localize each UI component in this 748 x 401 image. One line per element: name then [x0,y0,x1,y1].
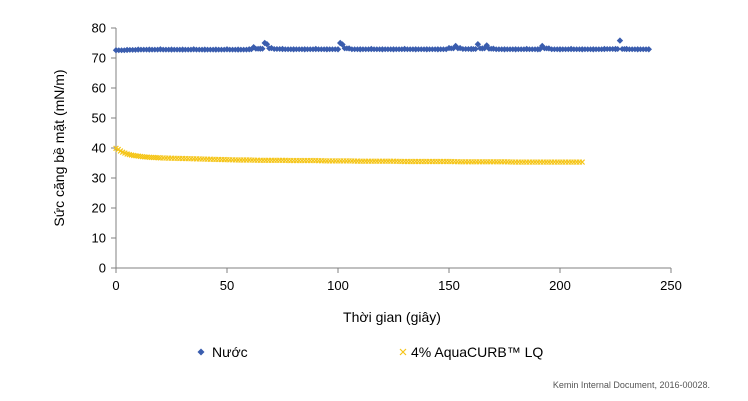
data-point [148,154,155,161]
data-point [157,46,164,53]
axes [115,28,671,269]
data-point [623,45,630,53]
data-point [645,46,652,53]
data-point [334,46,342,53]
legend-cross-icon [399,348,407,356]
legend-label-water: Nước [212,344,248,360]
data-point [523,45,530,53]
legend-label-aquacurb: 4% AquaCURB™ LQ [411,344,543,360]
x-tick-label: 100 [327,278,349,293]
series-aquacurb [113,145,586,165]
data-point [579,159,586,165]
source-footnote: Kemin Internal Document, 2016-00028. [552,380,710,390]
y-axis-ticks: 0 10 20 30 40 50 60 70 80 [92,21,116,276]
x-tick-label: 150 [438,278,460,293]
y-tick-label: 20 [92,201,106,216]
x-tick-label: 250 [660,278,682,293]
y-tick-label: 50 [92,111,106,126]
legend: Nước 4% AquaCURB™ LQ [197,344,543,360]
data-point [616,37,624,44]
y-tick-label: 70 [92,51,106,66]
data-point [259,45,266,52]
legend-marker-aquacurb [399,348,407,356]
x-tick-label: 50 [220,278,234,293]
series-water [112,37,652,54]
legend-item-aquacurb: 4% AquaCURB™ LQ [399,344,543,360]
data-point [614,46,621,52]
data-point [263,41,271,48]
y-tick-label: 40 [92,141,106,156]
data-point [150,154,157,161]
x-tick-label: 200 [549,278,571,293]
legend-marker-water [197,348,205,356]
data-point [268,44,275,52]
x-axis-ticks: 0 50 100 150 200 250 [112,268,682,293]
y-tick-label: 60 [92,81,106,96]
data-point [146,154,153,161]
data-point [567,45,575,53]
x-tick-label: 0 [112,278,119,293]
data-point [490,45,497,52]
y-axis-label: Sức căng bề mặt (mN/m) [51,69,67,226]
y-tick-label: 80 [92,21,106,36]
y-tick-label: 0 [99,261,106,276]
x-axis-label: Thời gian (giây) [343,309,441,325]
y-tick-label: 30 [92,171,106,186]
data-point [472,46,479,52]
data-point [223,46,231,53]
data-point [474,41,482,48]
legend-diamond-icon [197,348,205,356]
y-tick-label: 10 [92,231,106,246]
legend-item-water: Nước [197,344,248,360]
